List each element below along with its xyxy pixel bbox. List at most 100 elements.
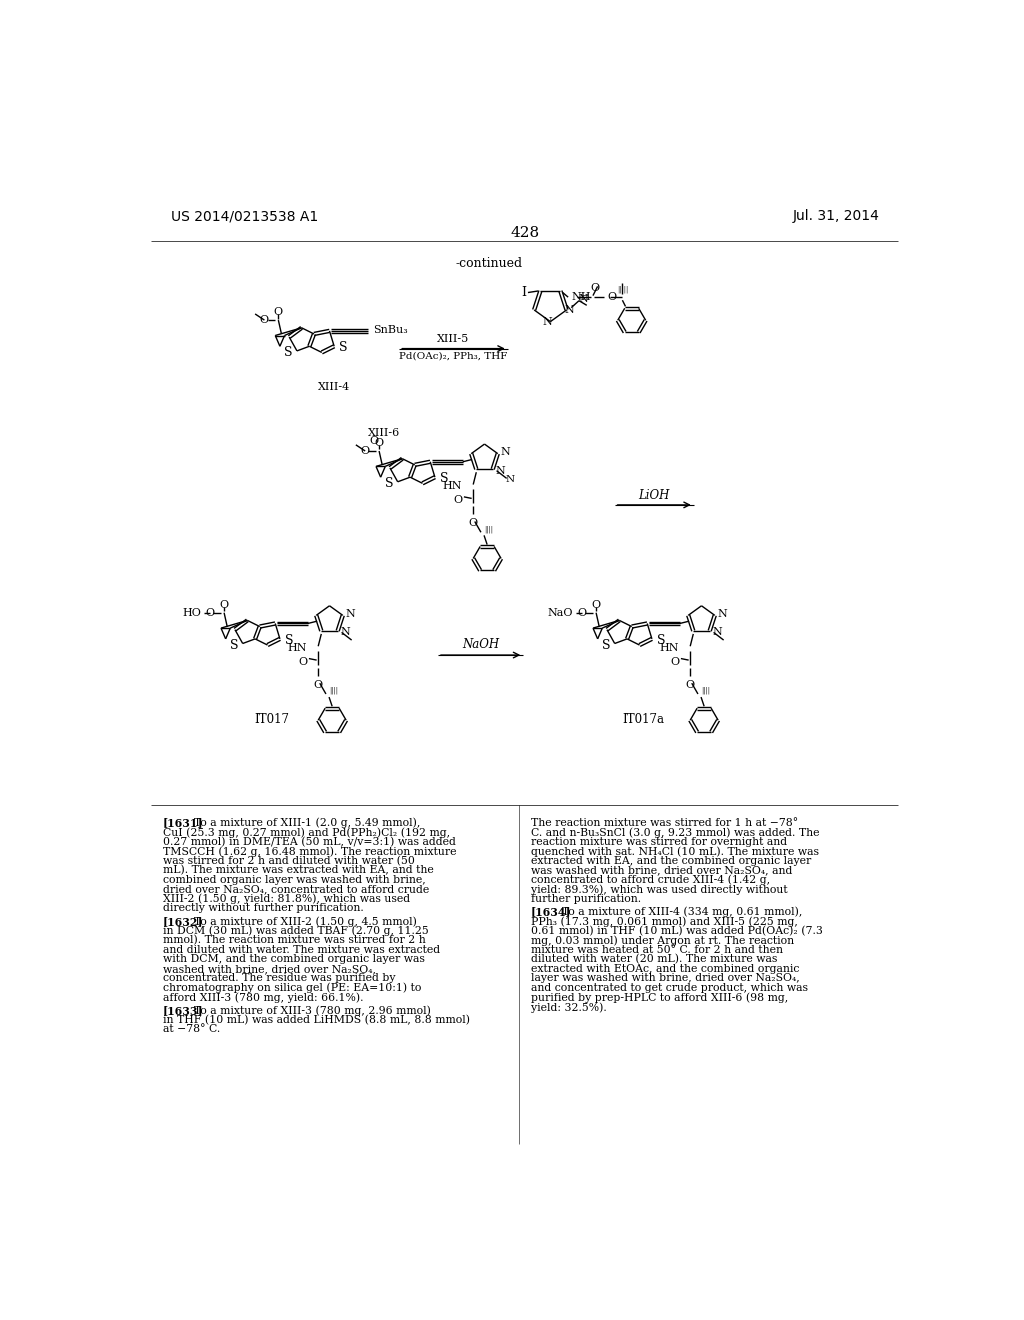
Text: Jul. 31, 2014: Jul. 31, 2014 <box>793 209 880 223</box>
Text: IT017: IT017 <box>254 713 289 726</box>
Text: O: O <box>469 519 478 528</box>
Text: O: O <box>206 607 215 618</box>
Text: ||||: |||| <box>701 686 710 694</box>
Text: O: O <box>671 656 679 667</box>
Text: S: S <box>284 346 292 359</box>
Text: diluted with water (20 mL). The mixture was: diluted with water (20 mL). The mixture … <box>531 954 777 965</box>
Text: The reaction mixture was stirred for 1 h at −78°: The reaction mixture was stirred for 1 h… <box>531 817 798 828</box>
Text: Pd(OAc)₂, PPh₃, THF: Pd(OAc)₂, PPh₃, THF <box>399 352 508 360</box>
Text: O: O <box>273 308 283 317</box>
Text: O: O <box>370 436 379 446</box>
Text: N: N <box>579 294 589 304</box>
Text: HO: HO <box>182 607 201 618</box>
Text: was washed with brine, dried over Na₂SO₄, and: was washed with brine, dried over Na₂SO₄… <box>531 866 793 875</box>
Text: O: O <box>375 438 384 449</box>
Text: N: N <box>543 317 552 326</box>
Text: |||||: ||||| <box>616 285 628 293</box>
Text: O: O <box>298 656 307 667</box>
Text: NH: NH <box>571 292 591 302</box>
Text: To a mixture of XIII-4 (334 mg, 0.61 mmol),: To a mixture of XIII-4 (334 mg, 0.61 mmo… <box>552 907 803 917</box>
Text: in THF (10 mL) was added LiHMDS (8.8 mL, 8.8 mmol): in THF (10 mL) was added LiHMDS (8.8 mL,… <box>163 1015 470 1026</box>
Text: -continued: -continued <box>455 257 522 271</box>
Text: mixture was heated at 50° C. for 2 h and then: mixture was heated at 50° C. for 2 h and… <box>531 945 783 954</box>
Text: O: O <box>686 680 694 690</box>
Text: chromatography on silica gel (PE: EA=10:1) to: chromatography on silica gel (PE: EA=10:… <box>163 983 421 994</box>
Text: was stirred for 2 h and diluted with water (50: was stirred for 2 h and diluted with wat… <box>163 855 415 866</box>
Text: and concentrated to get crude product, which was: and concentrated to get crude product, w… <box>531 983 808 993</box>
Text: yield: 89.3%), which was used directly without: yield: 89.3%), which was used directly w… <box>531 884 787 895</box>
Text: concentrated to afford crude XIII-4 (1.42 g,: concentrated to afford crude XIII-4 (1.4… <box>531 875 770 886</box>
Text: I: I <box>521 286 525 300</box>
Text: dried over Na₂SO₄, concentrated to afford crude: dried over Na₂SO₄, concentrated to affor… <box>163 884 429 895</box>
Text: To a mixture of XIII-1 (2.0 g, 5.49 mmol),: To a mixture of XIII-1 (2.0 g, 5.49 mmol… <box>183 817 421 828</box>
Text: extracted with EA, and the combined organic layer: extracted with EA, and the combined orga… <box>531 855 811 866</box>
Text: combined organic layer was washed with brine,: combined organic layer was washed with b… <box>163 875 426 884</box>
Text: mL). The mixture was extracted with EA, and the: mL). The mixture was extracted with EA, … <box>163 866 433 875</box>
Text: O: O <box>607 292 616 302</box>
Text: purified by prep-HPLC to afford XIII-6 (98 mg,: purified by prep-HPLC to afford XIII-6 (… <box>531 993 788 1003</box>
Text: layer was washed with brine, dried over Na₂SO₄,: layer was washed with brine, dried over … <box>531 973 800 983</box>
Text: N: N <box>496 466 506 475</box>
Text: O: O <box>260 315 269 325</box>
Text: 0.61 mmol) in THF (10 mL) was added Pd(OAc)₂ (7.3: 0.61 mmol) in THF (10 mL) was added Pd(O… <box>531 925 823 936</box>
Text: CuI (25.3 mg, 0.27 mmol) and Pd(PPh₂)Cl₂ (192 mg,: CuI (25.3 mg, 0.27 mmol) and Pd(PPh₂)Cl₂… <box>163 828 450 838</box>
Text: S: S <box>285 634 293 647</box>
Text: [1634]: [1634] <box>531 907 571 917</box>
Text: in DCM (30 mL) was added TBAF (2.70 g, 11.25: in DCM (30 mL) was added TBAF (2.70 g, 1… <box>163 925 429 936</box>
Text: S: S <box>339 342 347 354</box>
Text: N: N <box>341 627 350 638</box>
Text: O: O <box>590 282 599 293</box>
Text: O: O <box>360 446 370 455</box>
Text: O: O <box>578 607 587 618</box>
Text: yield: 32.5%).: yield: 32.5%). <box>531 1002 607 1012</box>
Text: HN: HN <box>442 480 463 491</box>
Text: [1632]: [1632] <box>163 916 204 927</box>
Text: mmol). The reaction mixture was stirred for 2 h: mmol). The reaction mixture was stirred … <box>163 935 426 945</box>
Text: US 2014/0213538 A1: US 2014/0213538 A1 <box>171 209 317 223</box>
Text: with DCM, and the combined organic layer was: with DCM, and the combined organic layer… <box>163 954 425 965</box>
Text: 0.27 mmol) in DME/TEA (50 mL, v/v=3:1) was added: 0.27 mmol) in DME/TEA (50 mL, v/v=3:1) w… <box>163 837 456 847</box>
Text: N: N <box>505 475 514 484</box>
Text: HN: HN <box>288 643 307 653</box>
Text: directly without further purification.: directly without further purification. <box>163 903 364 913</box>
Text: C. and n-Bu₃SnCl (3.0 g, 9.23 mmol) was added. The: C. and n-Bu₃SnCl (3.0 g, 9.23 mmol) was … <box>531 828 819 838</box>
Text: concentrated. The residue was purified by: concentrated. The residue was purified b… <box>163 973 395 983</box>
Text: washed with brine, dried over Na₂SO₄,: washed with brine, dried over Na₂SO₄, <box>163 964 376 974</box>
Text: reaction mixture was stirred for overnight and: reaction mixture was stirred for overnig… <box>531 837 787 846</box>
Text: XIII-2 (1.50 g, yield: 81.8%), which was used: XIII-2 (1.50 g, yield: 81.8%), which was… <box>163 894 410 904</box>
Text: To a mixture of XIII-2 (1.50 g, 4.5 mmol): To a mixture of XIII-2 (1.50 g, 4.5 mmol… <box>183 916 417 927</box>
Text: at −78° C.: at −78° C. <box>163 1024 220 1034</box>
Text: NaOH: NaOH <box>462 638 499 651</box>
Text: extracted with EtOAc, and the combined organic: extracted with EtOAc, and the combined o… <box>531 964 800 974</box>
Text: XIII-4: XIII-4 <box>317 381 350 392</box>
Text: further purification.: further purification. <box>531 894 641 904</box>
Text: SnBu₃: SnBu₃ <box>373 325 408 335</box>
Text: [1631]: [1631] <box>163 817 204 829</box>
Text: HN: HN <box>659 643 679 653</box>
Text: TMSCCH (1.62 g, 16.48 mmol). The reaction mixture: TMSCCH (1.62 g, 16.48 mmol). The reactio… <box>163 846 457 857</box>
Text: LiOH: LiOH <box>639 490 670 502</box>
Text: quenched with sat. NH₄Cl (10 mL). The mixture was: quenched with sat. NH₄Cl (10 mL). The mi… <box>531 846 819 857</box>
Text: S: S <box>229 639 238 652</box>
Text: N: N <box>564 305 573 315</box>
Text: O: O <box>592 601 601 610</box>
Text: To a mixture of XIII-3 (780 mg, 2.96 mmol): To a mixture of XIII-3 (780 mg, 2.96 mmo… <box>183 1005 431 1015</box>
Text: S: S <box>656 634 665 647</box>
Text: O: O <box>219 601 228 610</box>
Text: ||||: |||| <box>329 686 338 694</box>
Text: O: O <box>454 495 463 506</box>
Text: N: N <box>718 609 728 619</box>
Text: afford XIII-3 (780 mg, yield: 66.1%).: afford XIII-3 (780 mg, yield: 66.1%). <box>163 993 364 1003</box>
Text: mg, 0.03 mmol) under Argon at rt. The reaction: mg, 0.03 mmol) under Argon at rt. The re… <box>531 935 795 945</box>
Text: [1633]: [1633] <box>163 1005 204 1016</box>
Text: NaO: NaO <box>548 607 572 618</box>
Text: N: N <box>501 447 511 457</box>
Text: N: N <box>346 609 355 619</box>
Text: ||||: |||| <box>484 525 493 533</box>
Text: and diluted with water. The mixture was extracted: and diluted with water. The mixture was … <box>163 945 440 954</box>
Text: S: S <box>601 639 610 652</box>
Text: N: N <box>713 627 723 638</box>
Text: S: S <box>439 473 449 486</box>
Text: XIII-6: XIII-6 <box>369 428 400 438</box>
Text: PPh₃ (17.3 mg, 0.061 mmol) and XIII-5 (225 mg,: PPh₃ (17.3 mg, 0.061 mmol) and XIII-5 (2… <box>531 916 798 927</box>
